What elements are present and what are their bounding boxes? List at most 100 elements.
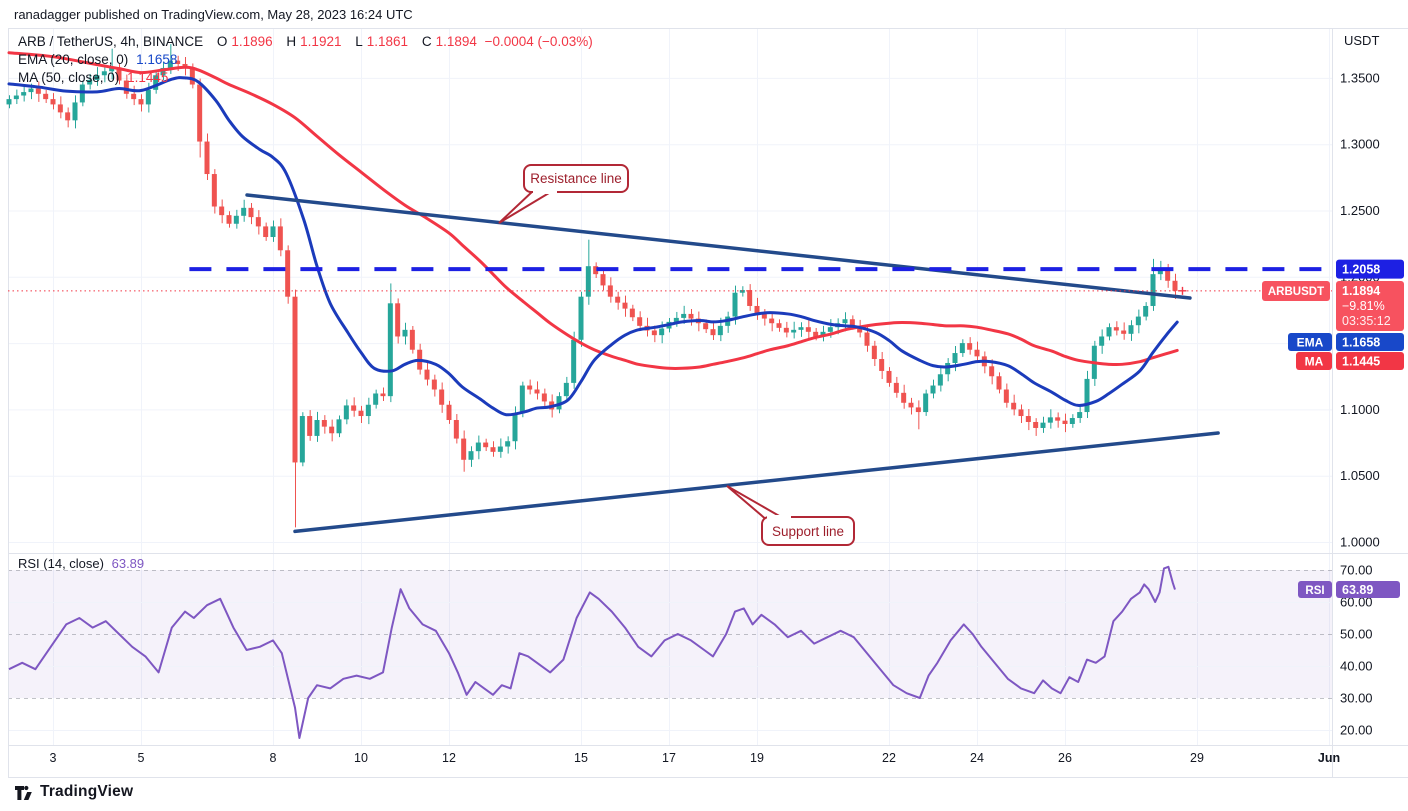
candle-down <box>688 313 694 319</box>
candle-down <box>255 217 261 227</box>
candle-down <box>776 323 782 328</box>
close-label: C <box>421 34 432 49</box>
candle-up <box>109 67 115 72</box>
candle-down <box>292 296 298 463</box>
candle-down <box>123 80 129 94</box>
symbol-marker-badge-bg <box>1262 281 1330 301</box>
rsi-band <box>8 570 1332 698</box>
candle-up <box>571 339 577 383</box>
candle-down <box>527 385 533 390</box>
candle-up <box>1077 412 1083 419</box>
candle-up <box>13 95 19 100</box>
candle-down <box>1113 327 1119 331</box>
resistance-trendline[interactable] <box>245 193 1192 300</box>
time-tick-label: Jun <box>1318 751 1340 765</box>
candle-down <box>864 332 870 346</box>
time-tick-label: 3 <box>50 751 57 765</box>
candle-down <box>1055 417 1061 421</box>
candle-down <box>629 308 635 318</box>
ma-legend[interactable]: MA (50, close, 0) 1.1445 <box>18 70 168 85</box>
rsi-tick-label: 40.00 <box>1340 659 1373 674</box>
candle-down <box>483 442 489 448</box>
candle-down <box>541 393 547 402</box>
level-badge[interactable]: 1.2058 <box>1336 259 1404 279</box>
rsi-name: RSI (14, close) <box>18 556 104 571</box>
candle-down <box>871 345 877 360</box>
symbol-title: ARB / TetherUS, 4h, BINANCE <box>18 34 204 49</box>
ema-badge-value: 1.1658 <box>1342 336 1380 350</box>
candle-up <box>1106 327 1112 337</box>
candle-up <box>299 416 305 463</box>
rsi-line[interactable] <box>8 565 1176 739</box>
ma-badge-bg <box>1296 352 1332 370</box>
time-tick-label: 15 <box>574 751 588 765</box>
candle-down <box>1121 330 1127 334</box>
candle-down <box>805 327 811 332</box>
rsi-tick-label: 70.00 <box>1340 563 1373 578</box>
price-tick-label: 1.3500 <box>1340 70 1380 85</box>
ema-badge[interactable]: EMA 1.1658 <box>1288 333 1404 351</box>
ema-badge-value-bg <box>1336 333 1404 351</box>
open-value: 1.1896 <box>231 34 273 49</box>
candle-down <box>989 366 995 377</box>
symbol-legend[interactable]: ARB / TetherUS, 4h, BINANCE O 1.1896 H 1.1… <box>18 34 593 49</box>
candle-up <box>101 71 107 76</box>
time-tick-label: 8 <box>270 751 277 765</box>
candlestick-series[interactable] <box>6 44 1178 528</box>
candle-up <box>28 88 34 93</box>
candle-down <box>915 407 921 413</box>
ma-line[interactable] <box>7 51 1179 370</box>
rsi-legend[interactable]: RSI (14, close) 63.89 <box>18 556 144 571</box>
candle-down <box>197 84 203 142</box>
candle-up <box>952 353 958 363</box>
support-trendline[interactable] <box>293 431 1220 534</box>
high-label: H <box>286 34 297 49</box>
candle-up <box>94 75 100 80</box>
ema-legend[interactable]: EMA (20, close, 0) 1.1658 <box>18 52 177 67</box>
last-price-badge-row: 03:35:12 <box>1342 314 1391 328</box>
candle-up <box>72 102 78 121</box>
candle-up <box>343 405 349 420</box>
ema-line[interactable] <box>7 76 1179 417</box>
ma-badge-value: 1.1445 <box>1342 355 1380 369</box>
candle-down <box>321 420 327 427</box>
candle-down <box>710 329 716 336</box>
candle-down <box>769 318 775 324</box>
candle-down <box>901 392 907 403</box>
candle-up <box>681 313 687 318</box>
candle-down <box>461 438 467 460</box>
ma-badge[interactable]: MA 1.1445 <box>1296 352 1404 370</box>
candle-up <box>1084 378 1090 413</box>
candle-up <box>6 99 12 105</box>
tradingview-logo[interactable]: TradingView <box>14 782 133 801</box>
rsi-badge[interactable]: RSI 63.89 <box>1298 581 1400 599</box>
candle-down <box>50 99 56 105</box>
rsi-badge-bg <box>1298 581 1332 599</box>
candle-down <box>761 313 767 319</box>
level-badge-text: 1.2058 <box>1342 263 1380 277</box>
tradingview-logo-text: TradingView <box>40 782 134 800</box>
time-axis[interactable]: 3 5 8 10 12 15 17 19 22 24 26 29 Jun <box>50 751 1341 765</box>
time-tick-label: 17 <box>662 751 676 765</box>
last-price-badge-row: −9.81% <box>1342 299 1385 313</box>
candle-down <box>1003 389 1009 403</box>
candle-up <box>659 328 665 336</box>
price-axis[interactable]: 1.35001.30001.25001.20001.15001.10001.05… <box>1340 70 1380 737</box>
candle-down <box>813 331 819 337</box>
price-tick-label: 1.1000 <box>1340 402 1380 417</box>
last-price-badge[interactable]: 1.1894−9.81%03:35:12 <box>1336 281 1404 331</box>
candle-down <box>248 207 254 218</box>
candle-down <box>277 226 283 251</box>
candle-down <box>857 325 863 333</box>
symbol-marker-badge[interactable]: ARBUSDT <box>1262 281 1330 301</box>
time-tick-label: 26 <box>1058 751 1072 765</box>
candle-up <box>387 303 393 397</box>
candle-down <box>849 319 855 326</box>
candle-up <box>167 60 173 68</box>
candle-up <box>475 442 481 452</box>
change-value: −0.0004 (−0.03%) <box>484 34 593 49</box>
candle-up <box>923 393 929 413</box>
candle-up <box>1069 418 1075 424</box>
